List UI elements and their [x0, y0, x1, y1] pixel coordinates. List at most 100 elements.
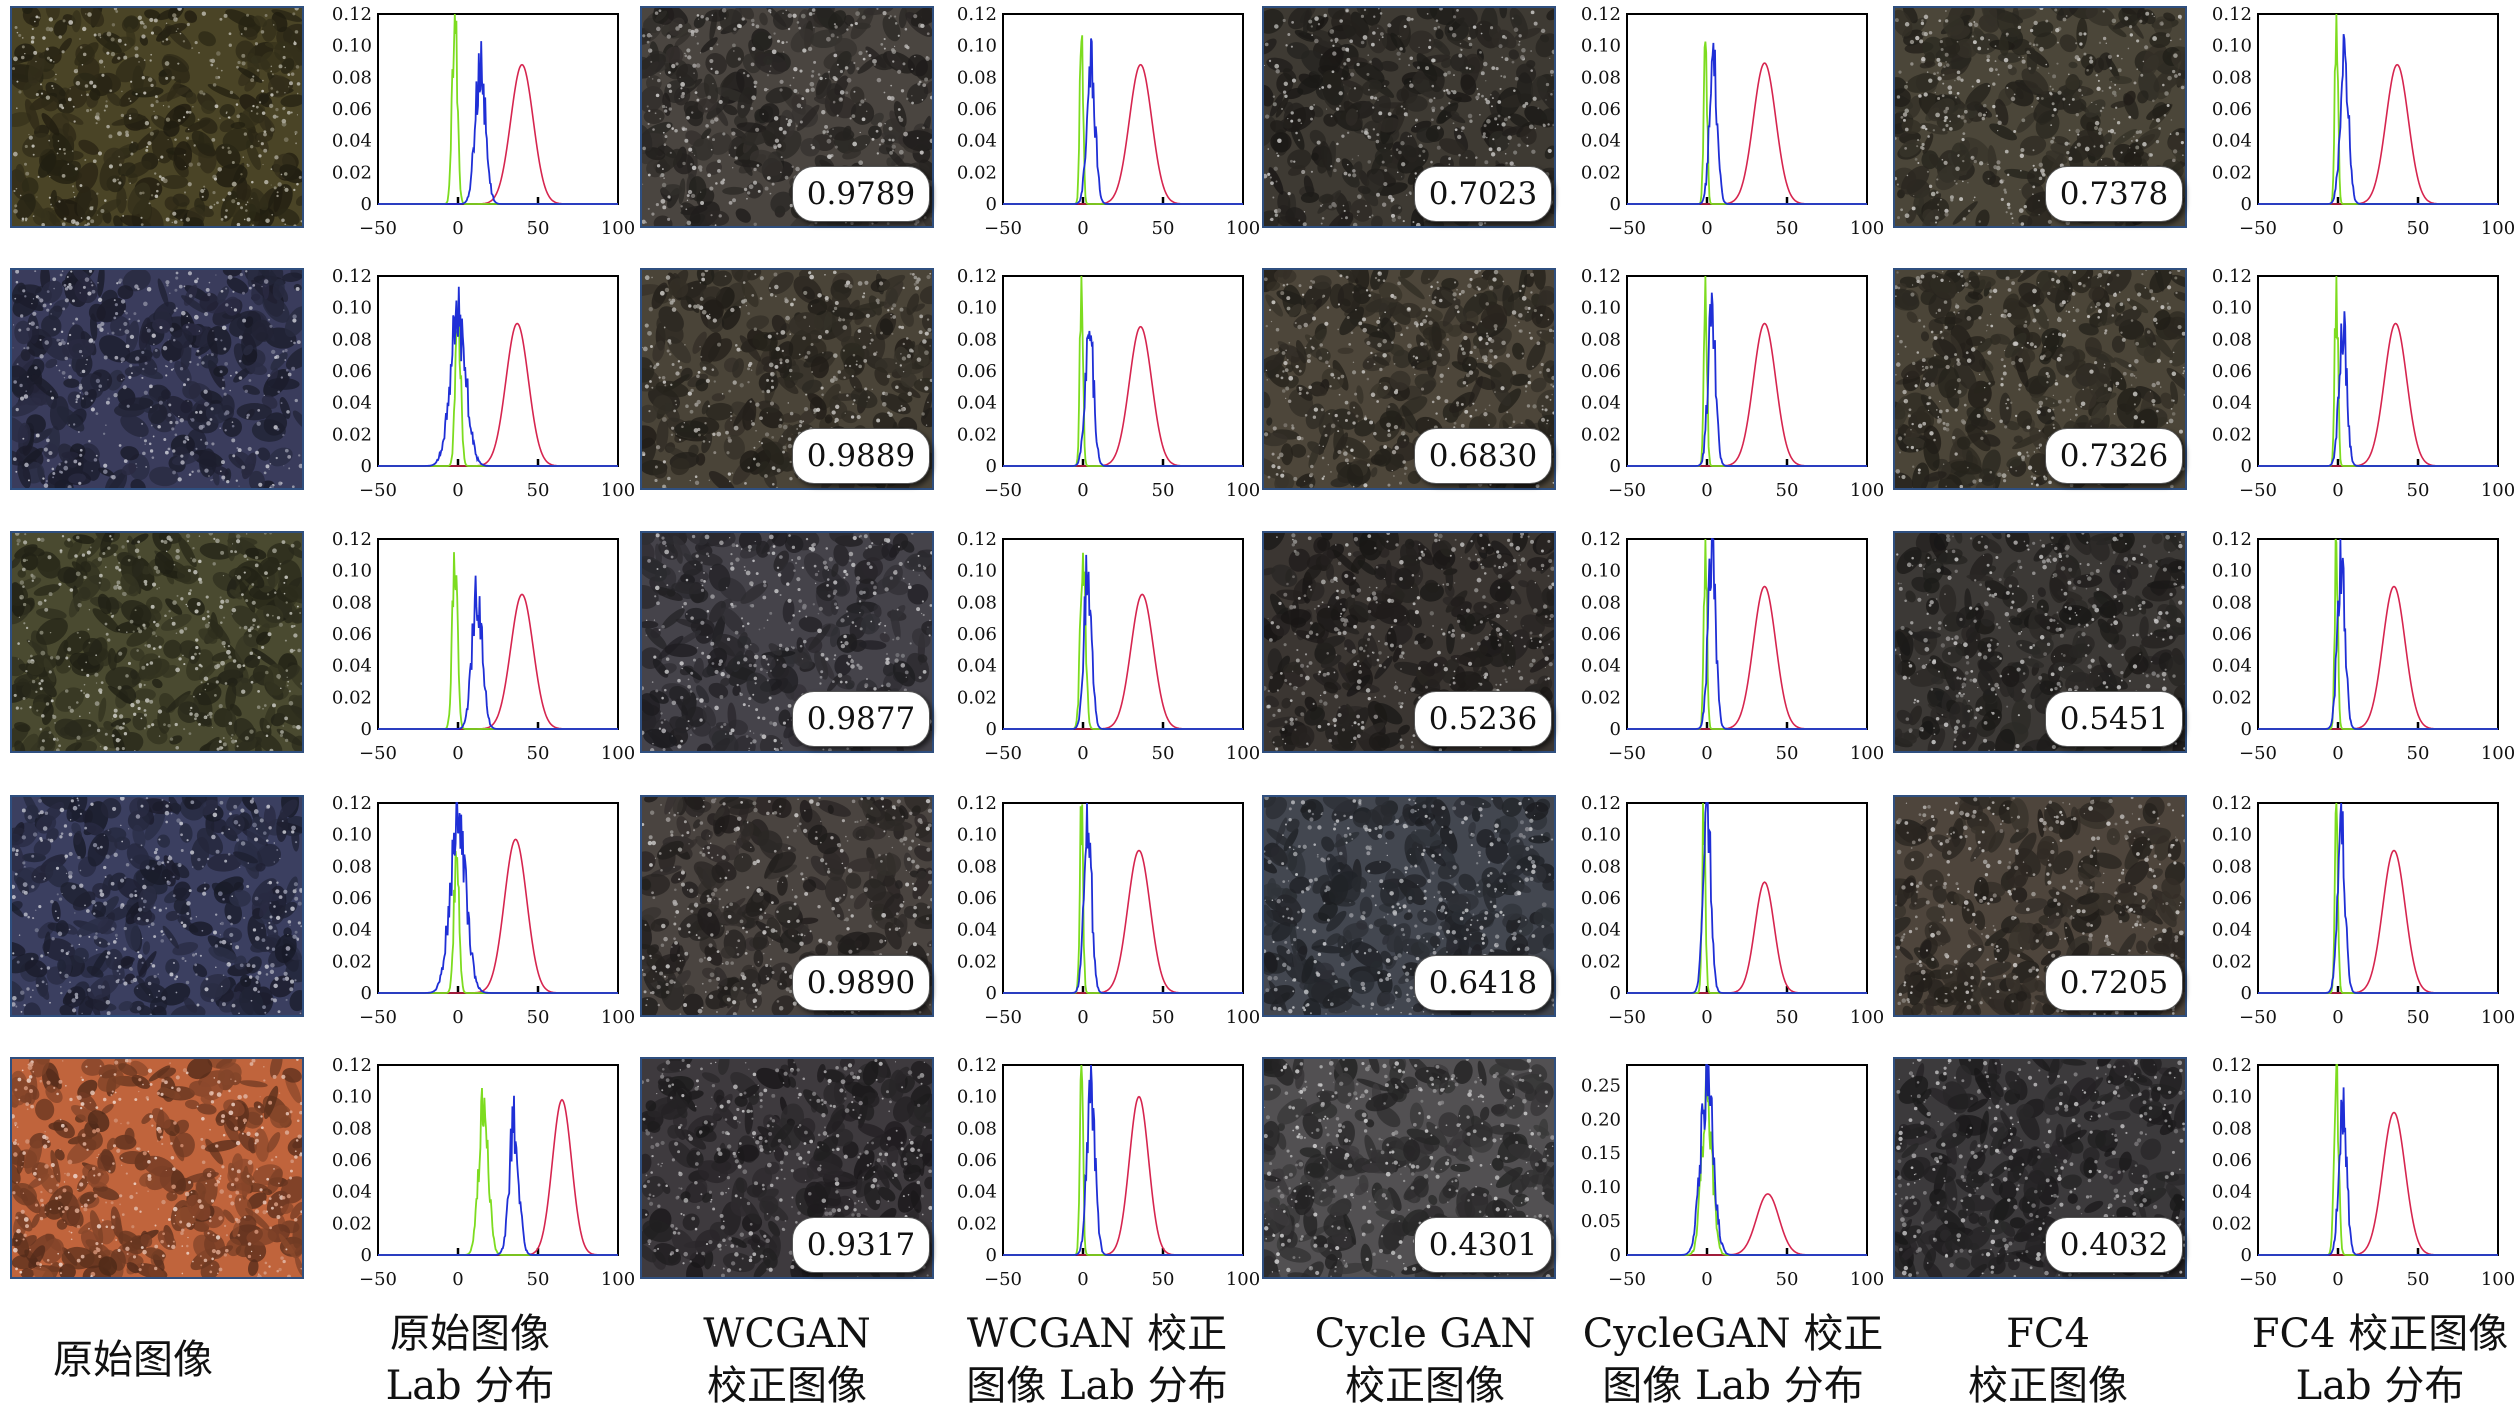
y-tick-label: 0.06: [332, 888, 372, 909]
lab-histogram-original-row-2: 0 0.02 0.04 0.06 0.08 0.10 0.12 −50 0 50 100: [332, 264, 646, 514]
photo-original-row-4: [10, 795, 304, 1017]
caption-line: 图像 Lab 分布: [1602, 1363, 1864, 1409]
x-tick-label: −50: [1608, 1269, 1646, 1290]
y-tick-label: 0.06: [957, 888, 997, 909]
y-tick-label: 0.04: [332, 393, 372, 414]
x-tick-label: 100: [2481, 218, 2515, 239]
y-tick-label: 0.10: [1581, 298, 1621, 319]
x-tick-label: 0: [452, 218, 463, 239]
plot-frame: [2257, 802, 2499, 994]
x-tick-label: −50: [359, 218, 397, 239]
plot-frame: [1626, 1064, 1868, 1256]
y-tick-label: 0.02: [957, 162, 997, 183]
y-tick-label: 0.06: [332, 624, 372, 645]
y-tick-label: 0.12: [1581, 529, 1621, 550]
score-badge-fc4-row-3: 0.5451: [2045, 691, 2183, 747]
y-tick-label: 0.02: [957, 1213, 997, 1234]
score-badge-cyclegan-row-3: 0.5236: [1414, 691, 1552, 747]
y-tick-label: 0.12: [2212, 1055, 2252, 1076]
photo-original-row-3: [10, 531, 304, 753]
caption-line: WCGAN: [703, 1311, 871, 1357]
caption-line: 原始图像: [390, 1311, 550, 1357]
x-tick-label: 100: [1850, 743, 1884, 764]
x-tick-label: 100: [1226, 743, 1260, 764]
y-tick-label: 0.10: [957, 36, 997, 57]
x-tick-label: 100: [2481, 743, 2515, 764]
y-tick-label: 0: [2241, 456, 2252, 477]
plot-frame: [1002, 13, 1244, 205]
x-tick-label: −50: [1608, 743, 1646, 764]
y-tick-label: 0.04: [332, 1182, 372, 1203]
x-tick-label: 100: [1850, 1007, 1884, 1028]
lab-histogram-wcgan-row-1: 0 0.02 0.04 0.06 0.08 0.10 0.12 −50 0 50 100: [957, 2, 1271, 252]
x-tick-label: 50: [527, 1269, 550, 1290]
y-tick-label: 0.04: [1581, 920, 1621, 941]
lab-histogram-fc4-row-5: 0 0.02 0.04 0.06 0.08 0.10 0.12 −50 0 50 100: [2212, 1053, 2520, 1303]
lab-histogram-original-row-1: 0 0.02 0.04 0.06 0.08 0.10 0.12 −50 0 50 100: [332, 2, 646, 252]
x-tick-label: 0: [2332, 1269, 2343, 1290]
x-tick-label: 0: [1077, 1269, 1088, 1290]
y-tick-label: 0.04: [957, 1182, 997, 1203]
y-tick-label: 0: [986, 456, 997, 477]
y-tick-label: 0.12: [957, 529, 997, 550]
plot-frame: [2257, 538, 2499, 730]
y-tick-label: 0.04: [2212, 920, 2252, 941]
plot-frame: [377, 275, 619, 467]
x-tick-label: 100: [601, 1269, 635, 1290]
x-tick-label: −50: [2239, 1007, 2277, 1028]
y-tick-label: 0.08: [957, 592, 997, 613]
y-tick-label: 0.06: [2212, 1150, 2252, 1171]
y-tick-label: 0.10: [957, 825, 997, 846]
y-tick-label: 0.12: [957, 793, 997, 814]
x-tick-label: −50: [1608, 218, 1646, 239]
photo-wcgan-row-5: [640, 1057, 934, 1279]
caption-line: FC4 校正图像: [2251, 1311, 2509, 1357]
x-tick-label: 100: [1226, 480, 1260, 501]
x-tick-label: 100: [1226, 1269, 1260, 1290]
y-tick-label: 0.08: [332, 592, 372, 613]
y-tick-label: 0: [361, 719, 372, 740]
plot-frame: [377, 13, 619, 205]
y-tick-label: 0.20: [1581, 1109, 1621, 1130]
y-tick-label: 0.02: [2212, 162, 2252, 183]
score-badge-fc4-row-4: 0.7205: [2045, 955, 2183, 1011]
y-tick-label: 0.04: [957, 920, 997, 941]
y-tick-label: 0.02: [1581, 162, 1621, 183]
series-line-b: [1003, 38, 1243, 205]
x-tick-label: −50: [2239, 1269, 2277, 1290]
series-line-b: [2258, 802, 2498, 994]
x-tick-label: 50: [527, 218, 550, 239]
y-tick-label: 0.08: [957, 329, 997, 350]
x-tick-label: 100: [601, 480, 635, 501]
x-tick-label: −50: [984, 1007, 1022, 1028]
score-badge-wcgan-row-3: 0.9877: [792, 691, 930, 747]
plot-frame: [1002, 802, 1244, 994]
y-tick-label: 0.08: [1581, 592, 1621, 613]
series-line-b: [2258, 1087, 2498, 1256]
y-tick-label: 0: [2241, 194, 2252, 215]
y-tick-label: 0.10: [2212, 1087, 2252, 1108]
y-tick-label: 0.12: [957, 4, 997, 25]
plot-frame: [1002, 1064, 1244, 1256]
x-tick-label: 0: [452, 743, 463, 764]
y-tick-label: 0: [986, 719, 997, 740]
series-line-b: [378, 1095, 618, 1256]
x-tick-label: −50: [984, 1269, 1022, 1290]
x-tick-label: −50: [2239, 480, 2277, 501]
score-badge-cyclegan-row-5: 0.4301: [1414, 1217, 1552, 1273]
y-tick-label: 0.06: [957, 624, 997, 645]
y-tick-label: 0.08: [2212, 67, 2252, 88]
x-tick-label: 50: [1152, 218, 1175, 239]
y-tick-label: 0.06: [332, 99, 372, 120]
caption-line: Lab 分布: [2295, 1363, 2465, 1409]
y-tick-label: 0.02: [332, 424, 372, 445]
y-tick-label: 0.08: [1581, 856, 1621, 877]
series-line-b: [1003, 802, 1243, 994]
y-tick-label: 0.08: [2212, 592, 2252, 613]
y-tick-label: 0.06: [2212, 99, 2252, 120]
y-tick-label: 0.04: [2212, 1182, 2252, 1203]
y-tick-label: 0: [1610, 983, 1621, 1004]
column-caption-7: FC4 校正图像: [1888, 1308, 2208, 1409]
x-tick-label: 0: [1701, 1269, 1712, 1290]
y-tick-label: 0.08: [2212, 1118, 2252, 1139]
